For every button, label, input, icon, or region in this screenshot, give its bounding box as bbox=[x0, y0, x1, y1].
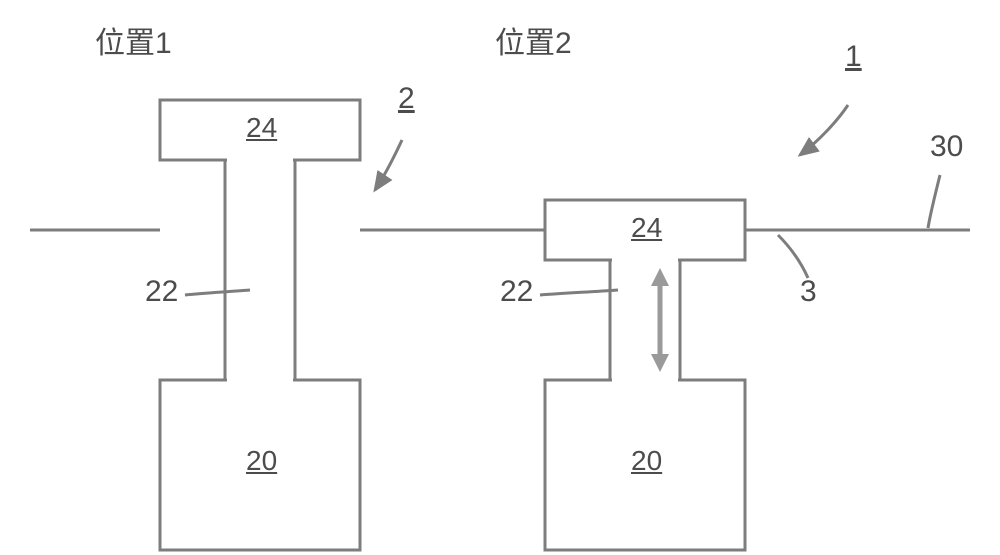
right-base-label: 20 bbox=[631, 445, 662, 477]
ref-3: 3 bbox=[800, 275, 817, 309]
left-post bbox=[225, 160, 295, 380]
ref-30: 30 bbox=[930, 130, 963, 164]
right-top-label: 24 bbox=[631, 212, 662, 244]
left-top-label: 24 bbox=[246, 112, 277, 144]
diagram-canvas: 位置1 位置2 bbox=[0, 0, 1000, 555]
right-unit bbox=[545, 200, 745, 550]
leader-22-right bbox=[540, 290, 618, 295]
ref-2: 2 bbox=[398, 82, 415, 116]
ref-22-left: 22 bbox=[145, 275, 178, 309]
leader-1 bbox=[800, 105, 848, 155]
left-unit bbox=[160, 100, 360, 550]
ref-1: 1 bbox=[845, 40, 862, 74]
leader-3 bbox=[778, 235, 808, 278]
left-base-label: 20 bbox=[246, 445, 277, 477]
right-post bbox=[610, 260, 680, 380]
leader-30 bbox=[928, 175, 940, 228]
ref-22-right: 22 bbox=[500, 275, 533, 309]
leader-2 bbox=[375, 140, 402, 190]
